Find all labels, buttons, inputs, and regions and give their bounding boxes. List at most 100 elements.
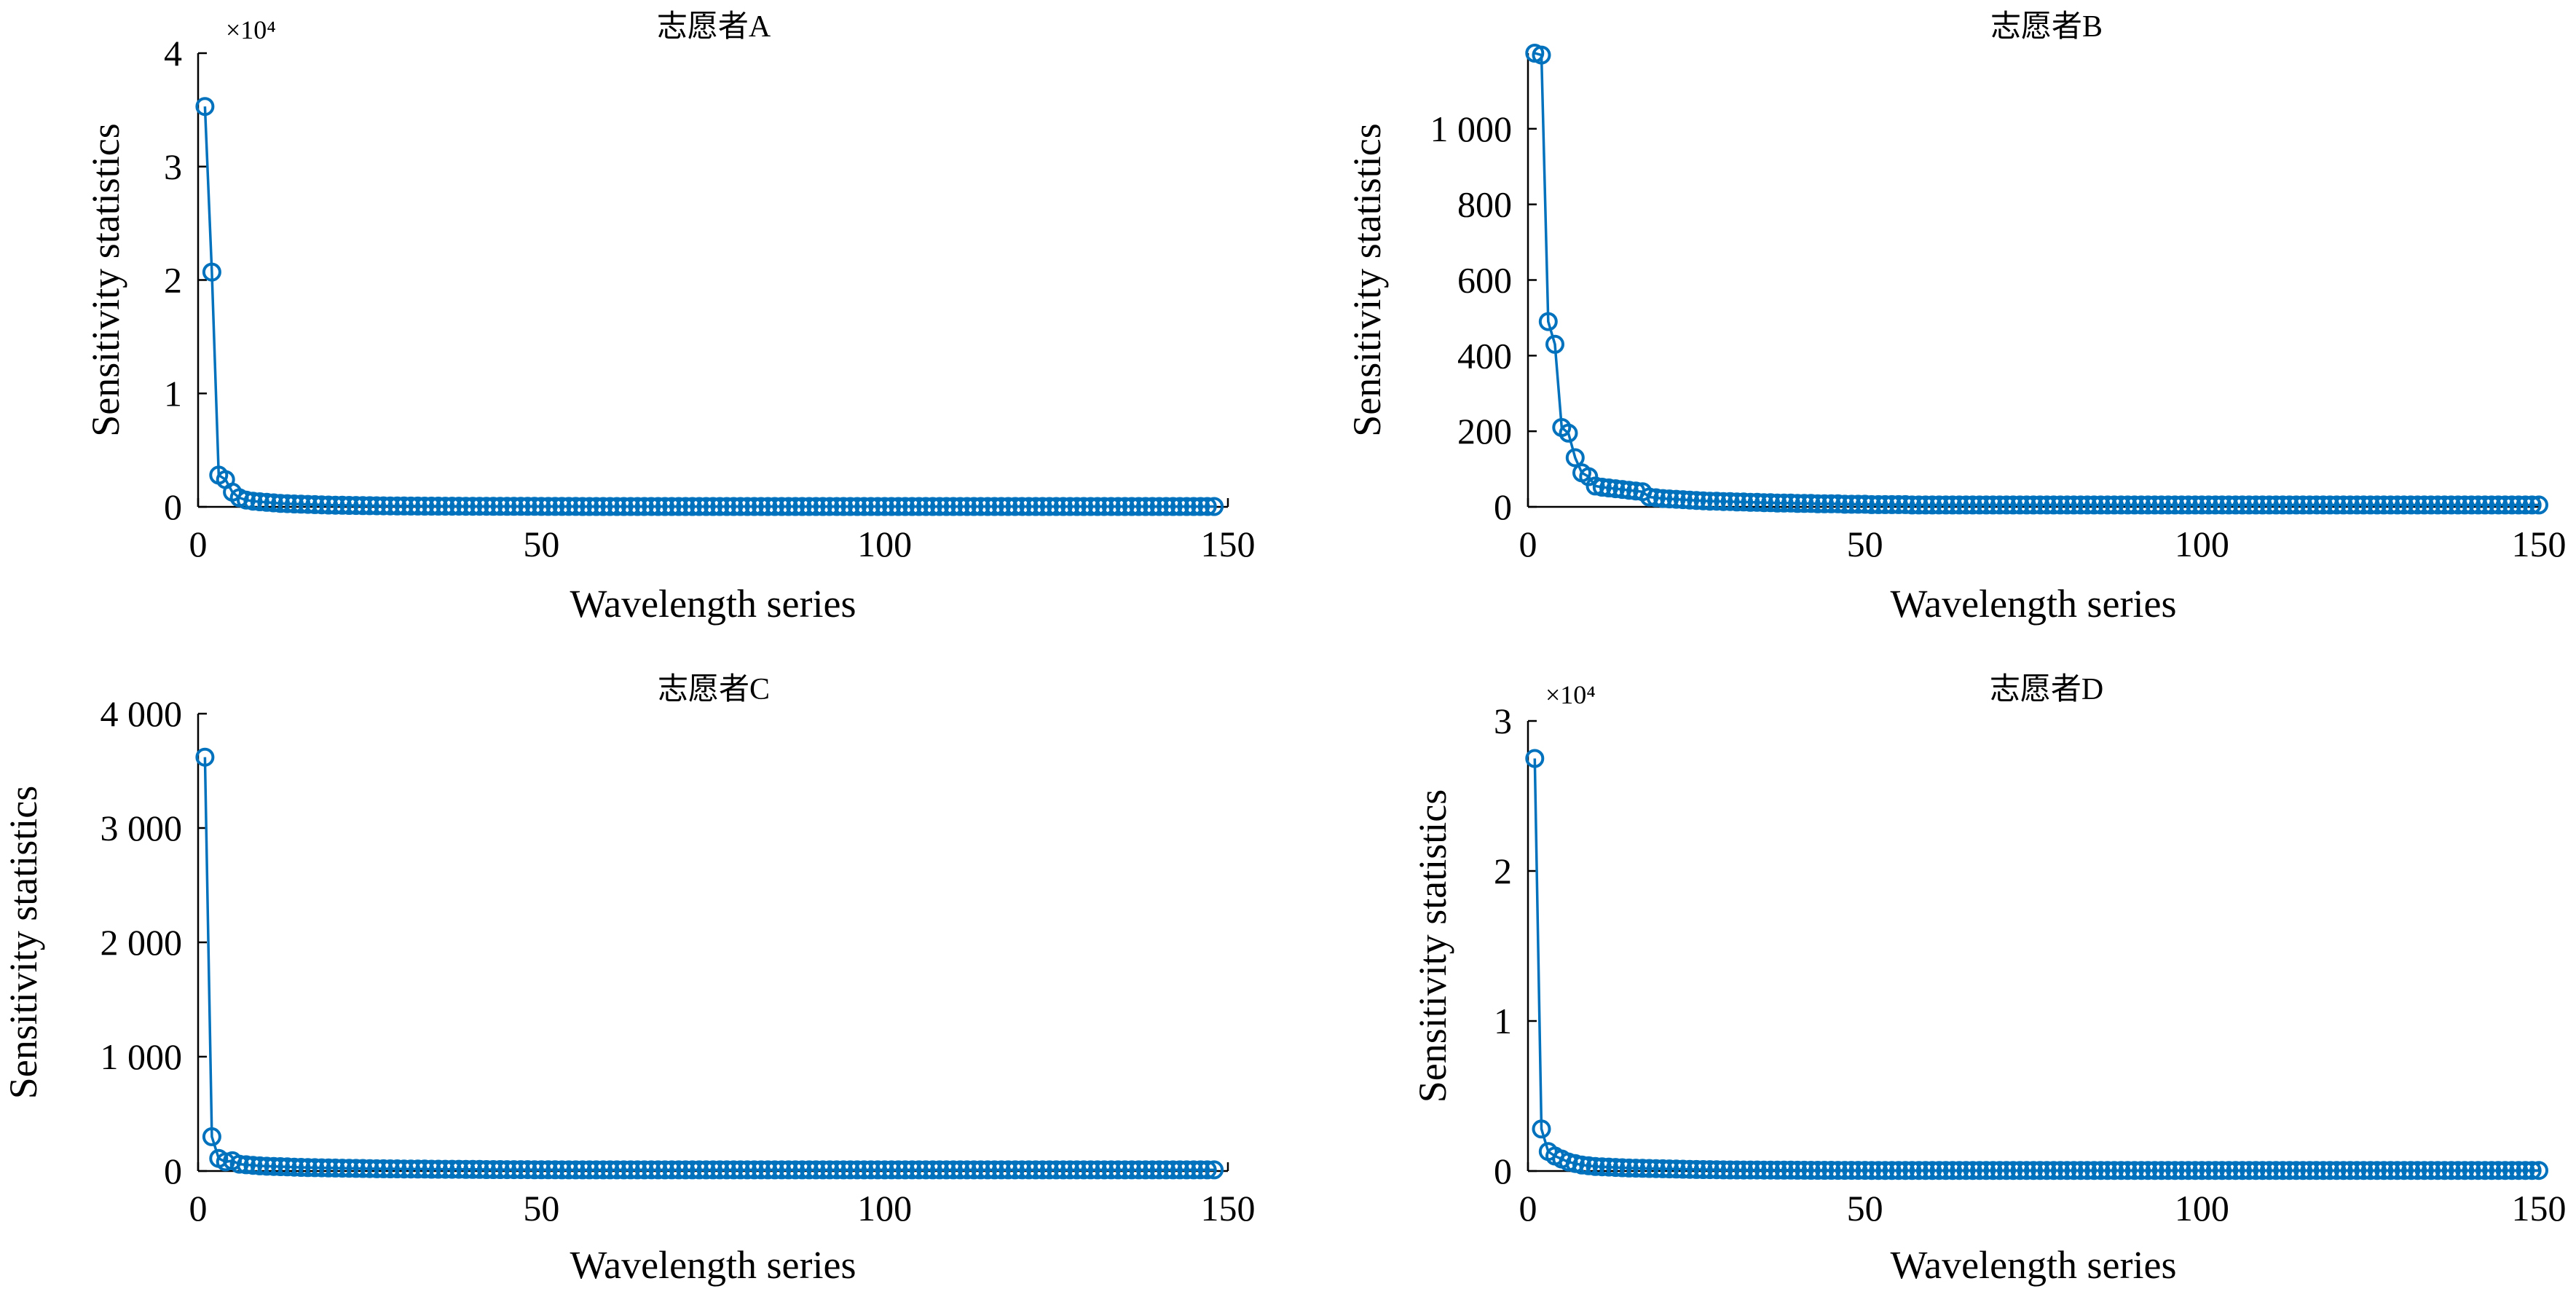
data-point (346, 1159, 366, 1178)
data-point (628, 1160, 647, 1180)
data-point (1108, 1160, 1128, 1180)
data-point (2219, 495, 2239, 515)
data-point (2091, 495, 2111, 515)
data-point (532, 497, 551, 516)
data-point (1869, 1161, 1888, 1180)
data-point (285, 494, 304, 513)
data-point (243, 1156, 263, 1175)
data-point (1909, 495, 1929, 515)
data-point (2449, 495, 2467, 515)
data-point (1639, 487, 1659, 507)
data-point (2468, 495, 2488, 515)
data-point (1191, 497, 1210, 516)
data-point (2213, 495, 2232, 515)
x-tick-label: 100 (2175, 524, 2229, 564)
data-point (538, 497, 558, 516)
data-point (1599, 1157, 1618, 1177)
data-point (1157, 1160, 1176, 1180)
data-point (1586, 1156, 1605, 1176)
data-point (2293, 495, 2313, 515)
data-point (1788, 1160, 1808, 1180)
data-point (1997, 1161, 2016, 1180)
data-point (277, 1157, 297, 1177)
data-point (2051, 1161, 2070, 1180)
data-point (1700, 1160, 1720, 1180)
data-point (614, 497, 634, 516)
data-point (1183, 497, 1203, 516)
data-point (2286, 1161, 2306, 1180)
data-point (909, 1160, 929, 1180)
data-point (470, 497, 489, 516)
data-point (202, 1127, 221, 1146)
data-point (518, 497, 537, 516)
data-point (2017, 495, 2036, 515)
data-point (2441, 495, 2461, 515)
data-point (724, 497, 744, 516)
data-point (2124, 1161, 2144, 1180)
data-point (1950, 495, 1969, 515)
data-point (2300, 1161, 2320, 1180)
data-point (538, 1160, 558, 1180)
data-point (580, 1160, 599, 1180)
data-point (937, 497, 956, 516)
data-point (264, 1156, 283, 1176)
data-point (2449, 1161, 2467, 1180)
data-point (1950, 1161, 1969, 1180)
y-tick-label: 0 (1494, 486, 1512, 527)
data-point (1977, 495, 1996, 515)
data-point (840, 1160, 860, 1180)
data-point (2118, 1161, 2138, 1180)
x-axis-label: Wavelength series (1890, 1243, 2176, 1287)
data-point (291, 1158, 311, 1177)
data-point (2145, 495, 2165, 515)
data-point (594, 1160, 613, 1180)
data-point (2340, 1161, 2360, 1180)
data-point (339, 496, 359, 515)
data-point (2178, 1161, 2198, 1180)
data-point (2071, 495, 2090, 515)
data-point (2084, 495, 2104, 515)
data-point (744, 1160, 764, 1180)
data-point (820, 497, 840, 516)
data-point (943, 497, 963, 516)
data-point (2509, 495, 2529, 515)
data-point (1714, 492, 1733, 511)
data-point (854, 1160, 874, 1180)
data-point (1197, 1160, 1217, 1180)
data-point (930, 497, 950, 516)
data-point (848, 1160, 867, 1180)
data-point (1795, 494, 1814, 513)
data-point (792, 1160, 812, 1180)
data-point (1039, 1160, 1059, 1180)
data-point (1990, 495, 2009, 515)
data-point (497, 1160, 517, 1180)
data-point (2105, 495, 2124, 515)
x-tick-label: 100 (2175, 1188, 2229, 1229)
data-point (1714, 1160, 1733, 1180)
data-point (1619, 481, 1639, 500)
data-point (2455, 495, 2475, 515)
data-point (580, 497, 599, 516)
data-point (380, 1159, 400, 1178)
data-point (1815, 494, 1835, 513)
data-point (1761, 493, 1781, 513)
y-tick-label: 3 (164, 146, 182, 187)
data-point (2313, 1161, 2333, 1180)
data-point (1734, 492, 1754, 512)
data-point (305, 494, 325, 514)
data-point (1653, 1159, 1673, 1178)
data-point (360, 1159, 379, 1178)
data-point (1923, 1161, 1942, 1180)
data-point (442, 497, 462, 516)
data-point (2421, 495, 2441, 515)
data-point (2340, 495, 2360, 515)
data-point (2186, 1161, 2205, 1180)
panel-title: 志愿者C (658, 673, 770, 706)
data-point (2266, 495, 2286, 515)
data-point (827, 497, 846, 516)
data-point (2199, 1161, 2218, 1180)
data-point (1909, 1161, 1929, 1180)
data-point (999, 497, 1018, 516)
data-point (909, 497, 929, 516)
data-point (902, 1160, 922, 1180)
